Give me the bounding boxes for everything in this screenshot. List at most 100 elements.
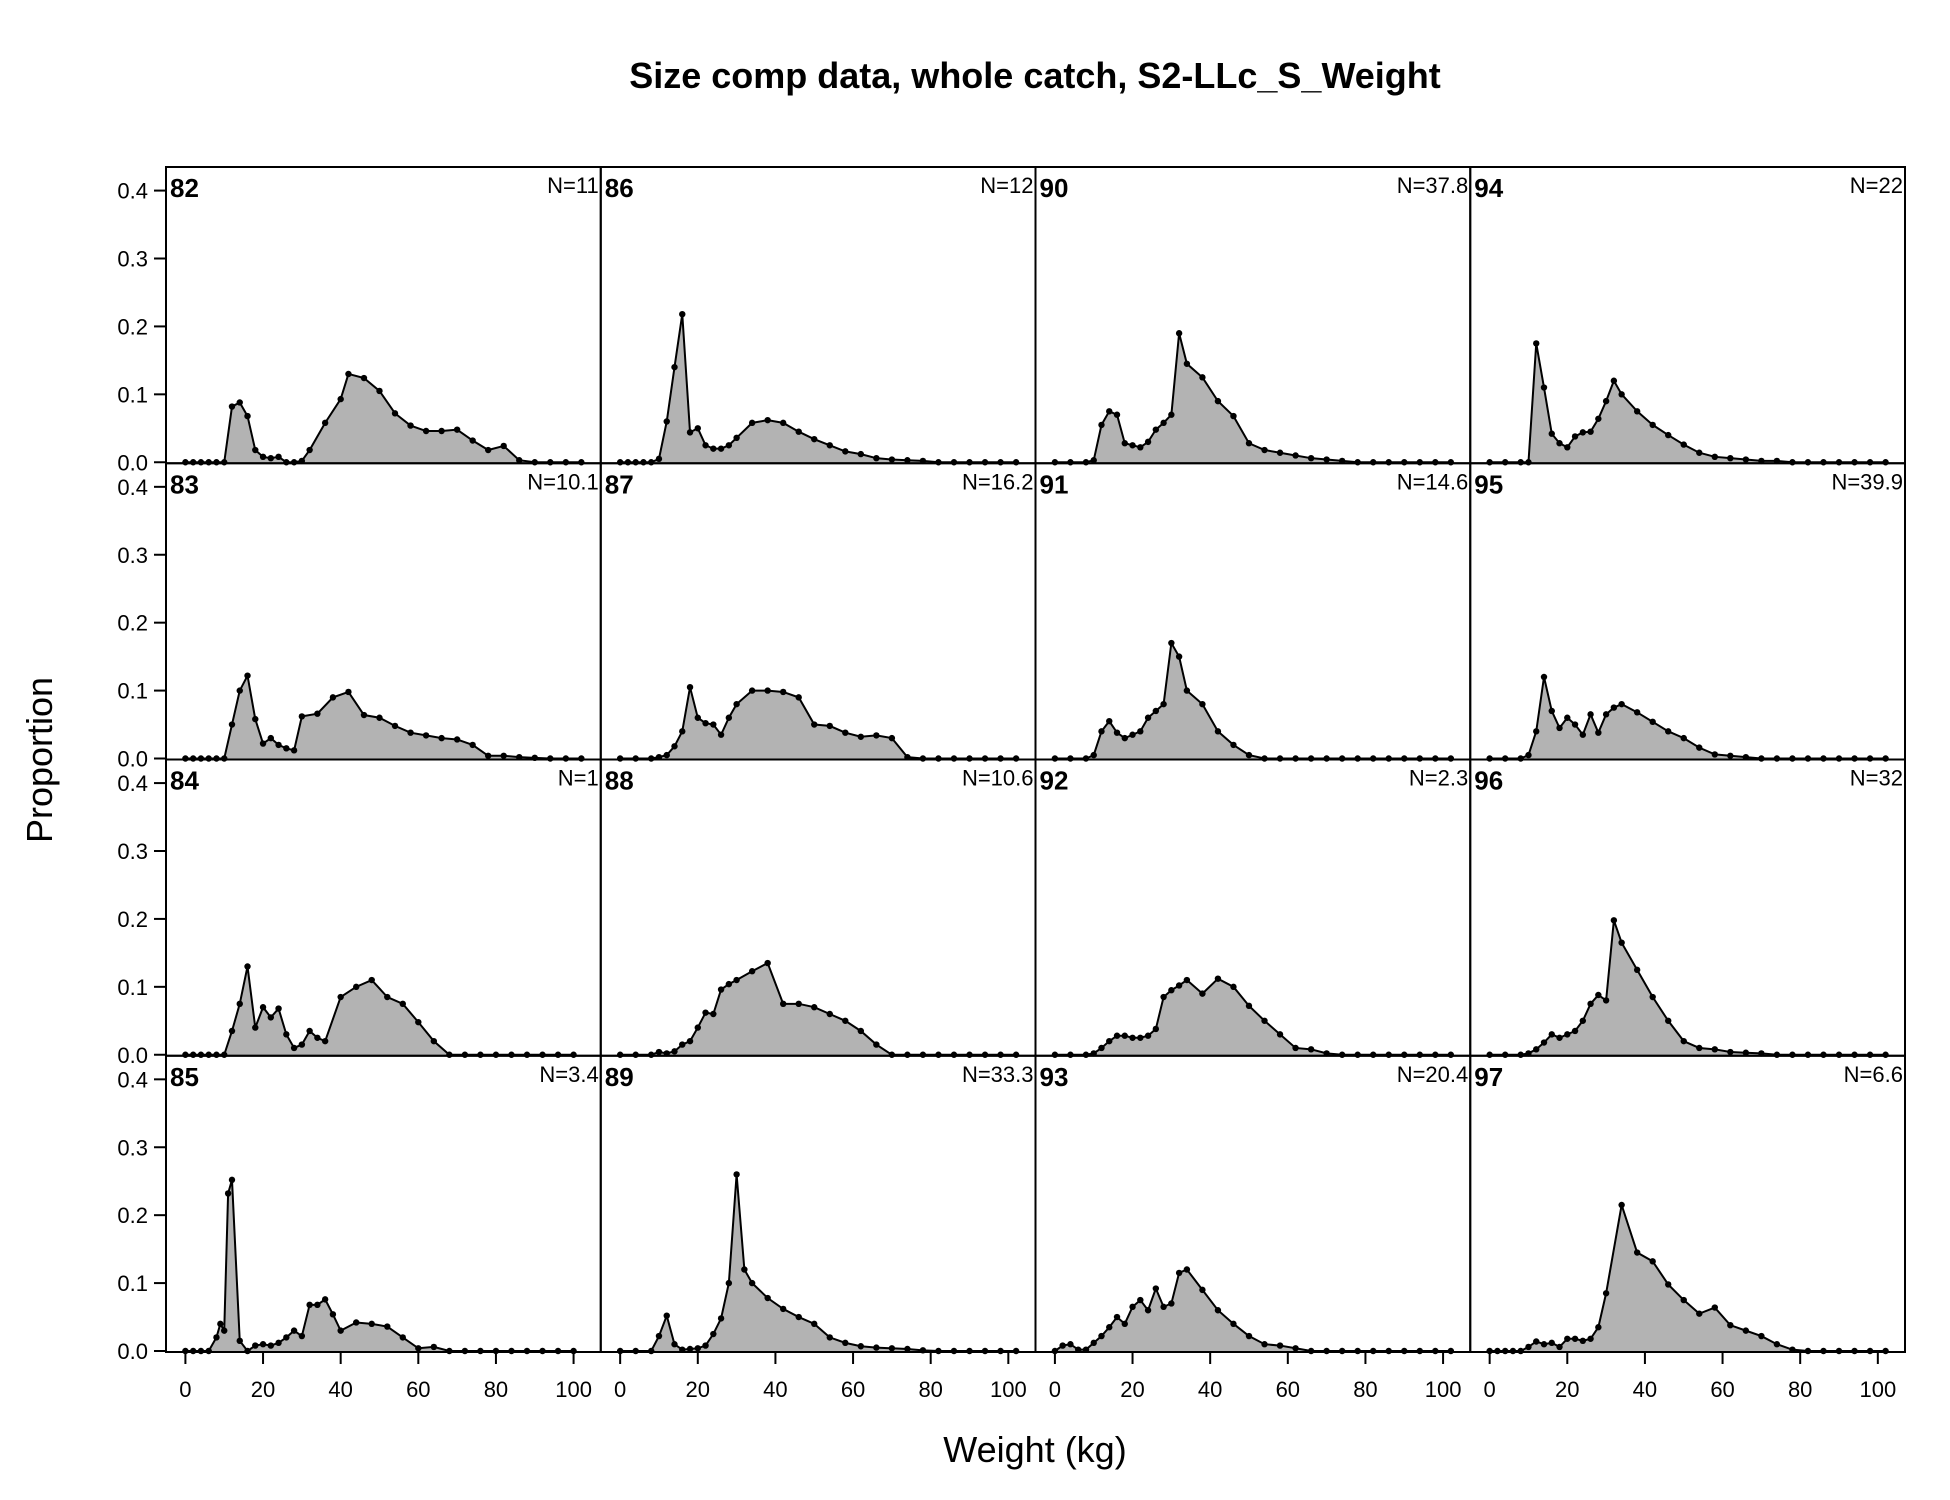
data-point — [1680, 1037, 1687, 1045]
panel-n-label: N=3.4 — [539, 1062, 598, 1087]
data-point — [1618, 1201, 1625, 1209]
data-point — [717, 986, 725, 993]
x-tick-label: 0 — [1484, 1377, 1496, 1402]
data-point — [290, 747, 298, 754]
data-point — [275, 741, 282, 749]
data-point — [1711, 453, 1718, 461]
data-point — [1548, 430, 1555, 437]
panel-year-label: 93 — [1040, 1062, 1069, 1092]
data-point — [228, 721, 236, 728]
data-point — [1587, 711, 1594, 718]
y-tick-label: 0.1 — [117, 679, 148, 704]
data-point — [826, 722, 833, 730]
data-point — [748, 687, 756, 694]
data-point — [1665, 1281, 1672, 1288]
data-point — [1152, 1285, 1160, 1292]
data-point — [1276, 1342, 1284, 1349]
data-point — [438, 427, 445, 435]
data-point — [345, 688, 352, 696]
data-point — [252, 715, 259, 723]
data-point — [267, 454, 275, 462]
panel-year-label: 96 — [1474, 766, 1503, 796]
data-point — [857, 1027, 865, 1035]
data-point — [764, 416, 771, 424]
data-point — [298, 713, 306, 720]
area-fill — [620, 687, 1017, 759]
data-point — [1230, 1320, 1237, 1328]
data-point — [321, 419, 329, 427]
data-point — [1587, 428, 1594, 435]
data-point — [275, 1005, 282, 1012]
data-point — [321, 1296, 329, 1303]
x-tick-label: 20 — [251, 1377, 275, 1402]
area-fill — [185, 675, 582, 759]
data-point — [236, 687, 243, 694]
data-point — [368, 976, 375, 984]
data-point — [842, 1017, 849, 1024]
data-point — [1160, 1303, 1167, 1311]
data-point — [275, 453, 282, 461]
data-point — [1525, 751, 1532, 759]
data-point — [1540, 1341, 1548, 1348]
data-point — [213, 1334, 220, 1341]
data-point — [779, 1000, 787, 1008]
data-point — [259, 1341, 267, 1348]
data-point — [1548, 707, 1555, 715]
data-point — [1230, 741, 1237, 749]
data-point — [1152, 1025, 1160, 1033]
panel-year-label: 82 — [170, 173, 199, 203]
data-point — [1579, 731, 1587, 738]
panel-year-label: 90 — [1040, 173, 1069, 203]
data-point — [252, 1342, 259, 1349]
data-point — [1711, 751, 1718, 758]
data-point — [1742, 1327, 1750, 1334]
x-tick-label: 80 — [484, 1377, 508, 1402]
data-point — [1230, 412, 1237, 420]
data-point — [811, 1320, 818, 1328]
data-point — [1595, 1324, 1602, 1331]
data-point — [1602, 397, 1610, 405]
data-point — [1160, 993, 1167, 1001]
data-point — [663, 751, 670, 759]
data-point — [1106, 1037, 1113, 1045]
data-point — [1533, 1338, 1540, 1345]
panel-year-label: 85 — [170, 1062, 199, 1092]
data-point — [1595, 991, 1602, 999]
panel-border — [599, 462, 1037, 761]
data-point — [1633, 408, 1641, 415]
data-point — [1610, 704, 1618, 711]
data-point — [1533, 1046, 1540, 1053]
panel-border — [1469, 1054, 1906, 1353]
data-point — [1633, 1249, 1641, 1256]
data-point — [1564, 714, 1571, 721]
data-point — [224, 1190, 232, 1197]
data-point — [1758, 1332, 1765, 1340]
data-point — [1742, 1049, 1750, 1056]
data-point — [1129, 442, 1136, 449]
data-point — [484, 752, 492, 759]
data-point — [733, 1171, 740, 1178]
data-point — [345, 370, 352, 378]
data-point — [1548, 1031, 1555, 1038]
data-point — [679, 1041, 686, 1048]
x-tick-label: 20 — [1555, 1377, 1579, 1402]
data-point — [1696, 449, 1703, 456]
data-point — [1649, 993, 1656, 1001]
data-point — [686, 1037, 694, 1045]
data-point — [1121, 440, 1128, 447]
data-point — [1649, 421, 1656, 429]
panel-89: 89 N=33.3 0 20 40 60 80 100 — [599, 1054, 1037, 1402]
panel-92: 92 N=2.3 — [1034, 758, 1472, 1058]
data-point — [663, 418, 670, 425]
panel-border — [1034, 166, 1472, 465]
y-axis-title: Proportion — [19, 677, 60, 843]
data-point — [1602, 711, 1610, 718]
data-point — [717, 445, 725, 452]
data-point — [275, 1339, 282, 1347]
data-point — [337, 395, 344, 403]
data-point — [221, 1327, 228, 1334]
data-point — [733, 700, 740, 708]
data-point — [1168, 987, 1175, 994]
data-point — [244, 963, 251, 970]
data-point — [1168, 411, 1175, 418]
